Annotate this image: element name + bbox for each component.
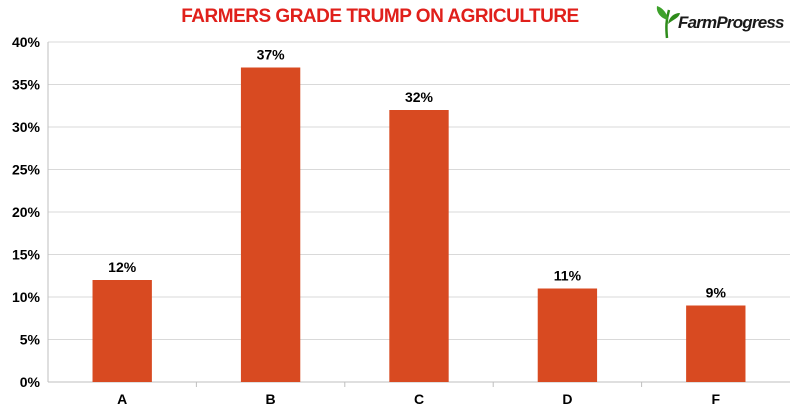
y-tick-label: 0% [20,374,41,390]
x-tick-label: B [266,391,276,407]
x-tick-label: D [562,391,572,407]
bars [92,67,746,382]
labels: 0% 5% 10% 15% 20% 25% 30% 35% 40% 12% A 37% B 32% C 11%… [12,34,727,407]
y-tick-label: 25% [12,162,41,178]
farm-progress-logo: FarmProgress [652,4,794,40]
data-label: 11% [554,268,582,284]
chart-title: FARMERS GRADE TRUMP ON AGRICULTURE [181,6,579,27]
bar-c [389,110,449,382]
x-tick-label: C [414,391,424,407]
data-label: 37% [257,47,286,63]
data-label: 12% [108,259,137,275]
y-tick-label: 5% [20,332,41,348]
y-tick-label: 10% [12,289,41,305]
data-label: 32% [405,89,434,105]
y-tick-label: 30% [12,119,41,135]
data-label: 9% [706,285,727,301]
bar-f [686,305,746,382]
x-tick-label: F [712,391,721,407]
y-tick-label: 15% [12,247,41,263]
bar-a [92,280,152,382]
y-tick-label: 20% [12,204,41,220]
logo-text: FarmProgress [678,13,784,32]
plant-sprout-icon [656,6,680,39]
y-tick-label: 40% [12,34,41,50]
bar-b [240,67,301,382]
x-tick-label: A [117,391,127,407]
y-tick-label: 35% [12,77,41,93]
bar-d [537,288,598,382]
